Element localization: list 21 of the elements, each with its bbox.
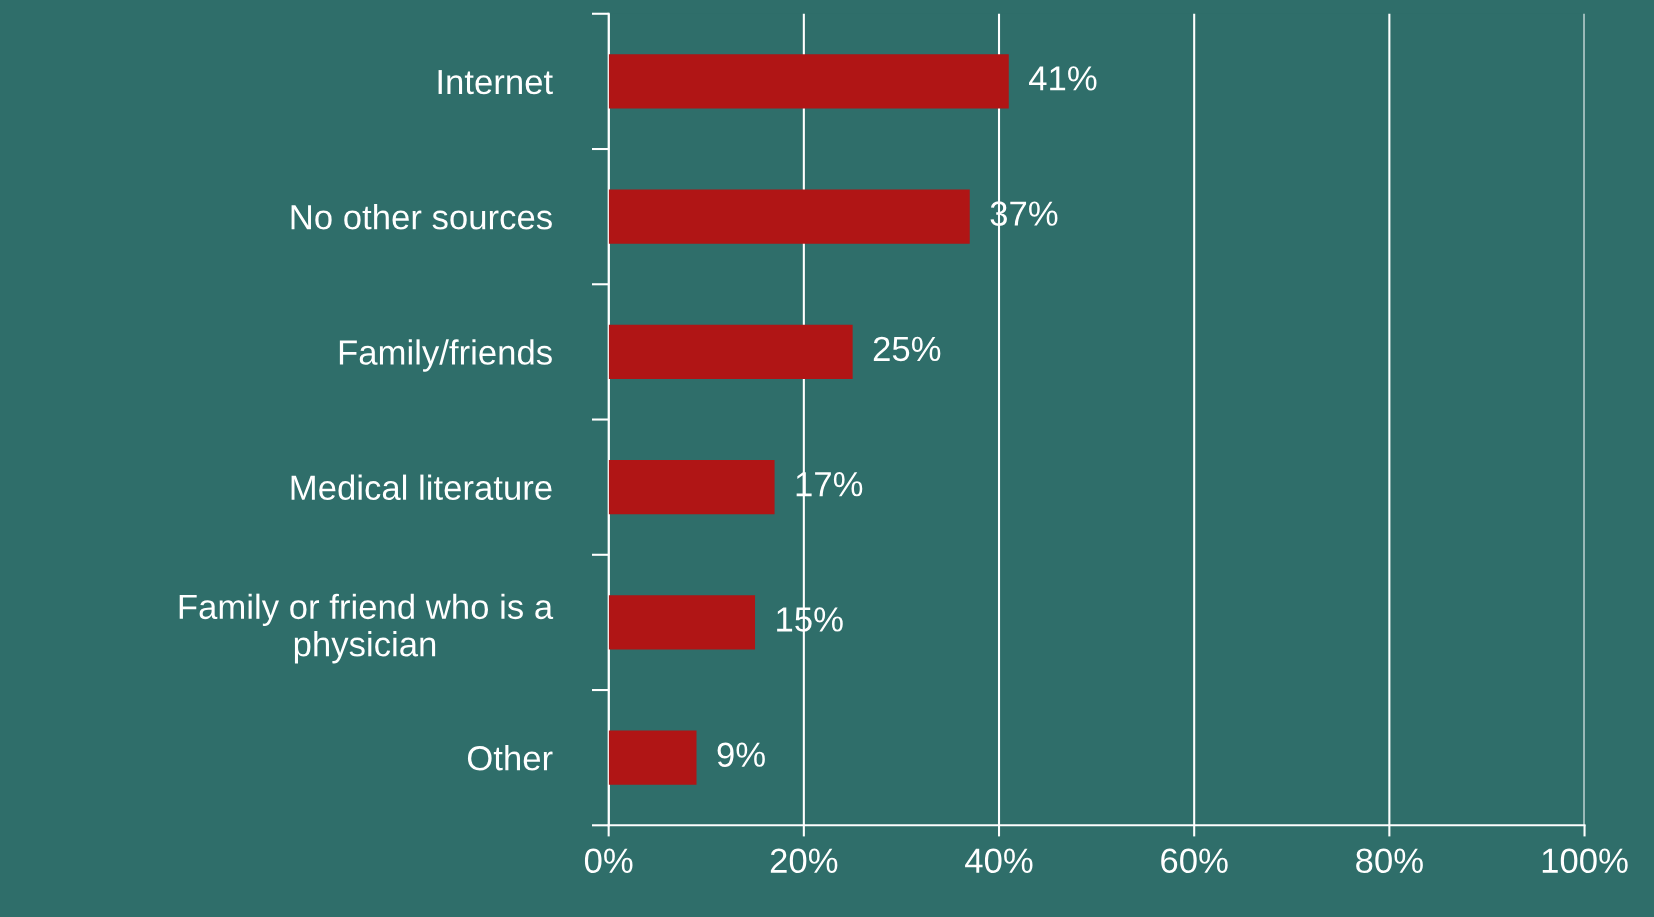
y-tick-label: Other [467, 745, 553, 771]
bar [608, 595, 756, 650]
y-tick-label: Medical literature [291, 474, 552, 501]
data-label: 25% [873, 336, 941, 362]
bar [608, 324, 853, 379]
data-label: 41% [1029, 66, 1097, 91]
bar [608, 189, 970, 244]
bar [608, 730, 697, 785]
x-tick-label: 20% [770, 848, 838, 874]
data-label: 9% [717, 742, 765, 767]
x-tick-label: 0% [584, 848, 633, 874]
bar [608, 54, 1009, 109]
y-tick-label: Family or friend who is a physician [179, 593, 554, 664]
x-tick-label: 80% [1356, 848, 1423, 874]
x-tick-label: 40% [965, 848, 1033, 874]
y-tick-label: Family/friends [339, 339, 552, 372]
bar [608, 460, 775, 515]
y-tick-label: Internet [438, 70, 553, 95]
y-tick-label: No other sources [291, 204, 552, 230]
x-tick-label: 100% [1542, 848, 1628, 874]
x-tick-label: 60% [1161, 848, 1228, 874]
